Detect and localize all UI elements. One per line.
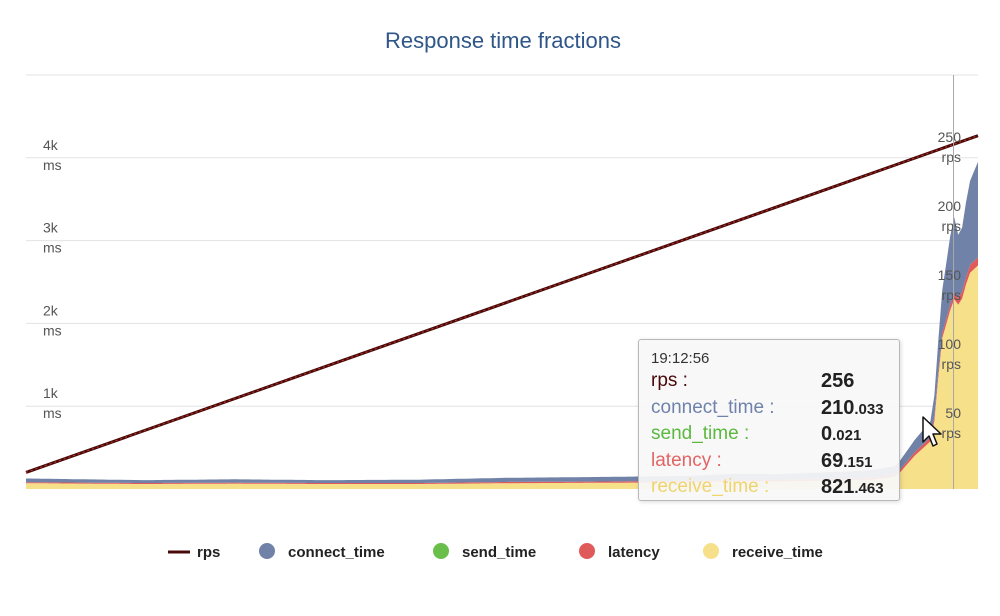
- tooltip-value-int: 69: [821, 449, 844, 472]
- legend-label: latency: [608, 544, 660, 561]
- y-left-tick: 4k: [43, 137, 59, 153]
- y-left-tick: 2k: [43, 302, 59, 318]
- legend[interactable]: rps connect_time send_time latency receive_t…: [168, 543, 823, 561]
- y-right-tick: 200: [938, 198, 962, 214]
- rps-line-highlight: [25, 135, 979, 473]
- tooltip-series-name: send_time :: [651, 423, 750, 444]
- tooltip-time: 19:12:56: [651, 350, 710, 367]
- y-right-tick: 150: [938, 267, 962, 283]
- legend-item-latency[interactable]: latency: [579, 543, 660, 561]
- tooltip-series-name: latency :: [651, 449, 722, 471]
- legend-label: rps: [197, 544, 220, 561]
- y-right-tick: 250: [938, 129, 962, 145]
- y-left-tick-unit: ms: [43, 157, 62, 173]
- tooltip-series-value: 69.151: [821, 449, 872, 476]
- mouse-cursor-icon: [922, 416, 942, 447]
- y-left-tick-unit: ms: [43, 322, 62, 338]
- tooltip-value-dec: .021: [832, 427, 862, 444]
- y-right-tick-unit: rps: [942, 287, 961, 303]
- tooltip-value-dec: .463: [854, 480, 884, 497]
- tooltip-series-value: 210.033: [821, 396, 884, 423]
- y-right-tick-unit: rps: [942, 218, 961, 234]
- tooltip-row: send_time : 0.021: [651, 422, 887, 449]
- legend-item-connect_time[interactable]: connect_time: [259, 543, 385, 561]
- tooltip-series-value: 256: [821, 369, 854, 396]
- y-left-tick-unit: ms: [43, 240, 62, 256]
- y-left-tick: 1k: [43, 385, 59, 401]
- legend-label: receive_time: [732, 544, 823, 561]
- legend-item-rps[interactable]: rps: [168, 544, 220, 561]
- tooltip-row: connect_time : 210.033: [651, 396, 887, 423]
- tooltip-row: rps : 256: [651, 369, 887, 396]
- tooltip-value-int: 256: [821, 370, 855, 392]
- tooltip-value-int: 821: [821, 476, 855, 498]
- tooltip-value-int: 210: [821, 396, 855, 419]
- chart-title: Response time fractions: [385, 28, 621, 53]
- legend-item-send_time[interactable]: send_time: [433, 543, 536, 561]
- tooltip: 19:12:56 rps :256 connect_time :210.033 se…: [638, 339, 900, 501]
- tooltip-row: receive_time : 821.463: [651, 475, 887, 502]
- tooltip-series-name: receive_time :: [651, 476, 770, 497]
- tooltip-series-value: 0.021: [821, 422, 861, 449]
- legend-item-receive_time[interactable]: receive_time: [703, 543, 823, 561]
- legend-swatch: [259, 543, 275, 559]
- tooltip-value-dec: .033: [854, 400, 884, 418]
- y-right-tick-unit: rps: [942, 149, 961, 165]
- legend-label: connect_time: [288, 544, 385, 561]
- legend-swatch: [579, 543, 595, 559]
- tooltip-series-name: connect_time :: [651, 396, 775, 418]
- legend-swatch: [433, 543, 449, 559]
- y-right-tick-unit: rps: [942, 356, 961, 372]
- tooltip-value-dec: .151: [843, 453, 873, 471]
- legend-label: send_time: [462, 544, 536, 561]
- tooltip-rows: rps :256 connect_time :210.033 send_time :…: [651, 369, 887, 502]
- rps-series: [25, 134, 979, 474]
- y-right-tick: 100: [938, 336, 962, 352]
- y-left-tick: 3k: [43, 220, 59, 236]
- tooltip-row: latency : 69.151: [651, 449, 887, 476]
- tooltip-series-value: 821.463: [821, 475, 884, 502]
- y-axis-left: 1k ms 2k ms 3k ms 4k ms: [43, 137, 62, 421]
- tooltip-value-int: 0: [821, 423, 833, 445]
- y-right-tick-unit: rps: [942, 425, 961, 441]
- y-left-tick-unit: ms: [43, 405, 62, 421]
- tooltip-series-name: rps :: [651, 370, 688, 391]
- legend-swatch: [703, 543, 719, 559]
